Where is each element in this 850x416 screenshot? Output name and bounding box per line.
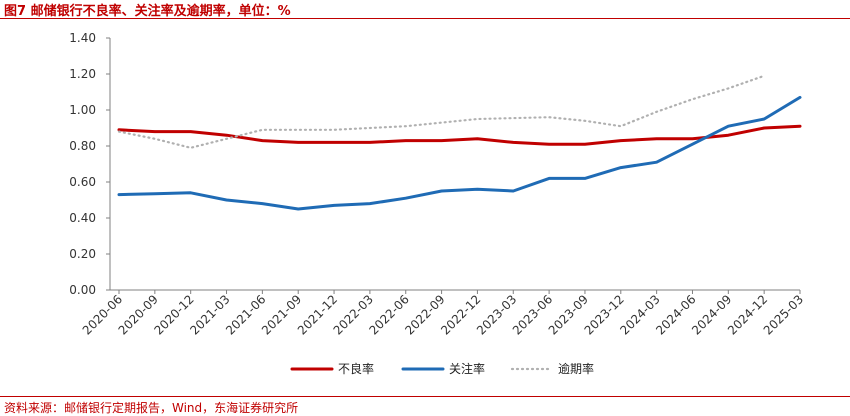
series-line-2 bbox=[117, 74, 766, 149]
y-tick-label: 1.20 bbox=[69, 67, 96, 81]
y-tick-label: 0.20 bbox=[69, 247, 96, 261]
x-tick-label: 2025-03 bbox=[761, 292, 806, 337]
y-tick-label: 0.00 bbox=[69, 283, 96, 297]
y-tick-label: 0.80 bbox=[69, 139, 96, 153]
y-tick-label: 1.00 bbox=[69, 103, 96, 117]
y-tick-label: 1.40 bbox=[69, 31, 96, 45]
series-line-1 bbox=[117, 95, 802, 211]
series-line-0 bbox=[117, 124, 802, 146]
legend-label-0: 不良率 bbox=[338, 361, 374, 376]
chart-axes: 0.000.200.400.600.801.001.201.402020-062… bbox=[69, 31, 806, 338]
chart-series bbox=[117, 74, 802, 211]
chart-legend: 不良率 关注率 逾期率 bbox=[290, 361, 594, 376]
title-divider bbox=[0, 18, 850, 19]
y-tick-label: 0.40 bbox=[69, 211, 96, 225]
legend-label-1: 关注率 bbox=[449, 361, 485, 376]
y-tick-label: 0.60 bbox=[69, 175, 96, 189]
line-chart: 0.000.200.400.600.801.001.201.402020-062… bbox=[69, 31, 806, 376]
chart-title: 图7 邮储银行不良率、关注率及逾期率，单位：% bbox=[4, 4, 291, 19]
source-note: 资料来源：邮储银行定期报告，Wind，东海证券研究所 bbox=[4, 401, 299, 415]
source-divider bbox=[0, 396, 850, 397]
legend-label-2: 逾期率 bbox=[558, 361, 594, 376]
